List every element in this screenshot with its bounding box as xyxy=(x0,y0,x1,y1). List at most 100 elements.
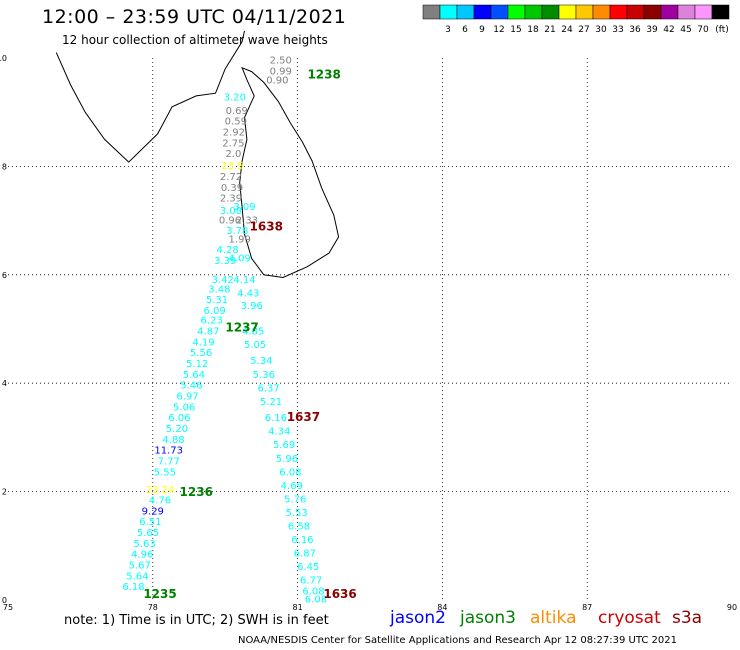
legend-jason3: jason3 xyxy=(460,608,516,628)
wave-height-label: 6.77 xyxy=(300,576,322,587)
wave-height-label: 5.67 xyxy=(129,561,151,572)
scale-label: 3 xyxy=(445,25,451,35)
wave-height-label: 3.48 xyxy=(208,285,230,296)
scale-label: 21 xyxy=(544,25,555,35)
wave-height-label: 6.58 xyxy=(288,522,310,533)
wave-height-label: 2.92 xyxy=(223,128,245,139)
scale-label: 33 xyxy=(612,25,623,35)
scale-label: 27 xyxy=(578,25,589,35)
legend-cryosat: cryosat xyxy=(598,608,661,628)
map-subtitle: 12 hour collection of altimeter wave hei… xyxy=(62,33,328,47)
y-tick-label: 4 xyxy=(2,379,7,388)
y-tick-label: 6 xyxy=(2,271,7,280)
wave-height-label: 6.87 xyxy=(294,549,316,560)
wave-height-label: 3.08 xyxy=(220,206,242,217)
wave-height-label: 6.45 xyxy=(297,562,319,573)
wave-height-label: 6.08 xyxy=(305,595,327,606)
wave-height-label: 5.76 xyxy=(284,494,306,505)
wave-height-label: 3.42 xyxy=(212,275,234,286)
wave-height-label: 6.08 xyxy=(279,467,301,478)
pass-time-label: 1636 xyxy=(323,587,356,601)
scale-label: 36 xyxy=(629,25,641,35)
wave-height-label: 6.18 xyxy=(122,582,144,593)
wave-height-label: 2.0 xyxy=(225,149,241,160)
wave-height-label: 5.06 xyxy=(173,402,195,413)
wave-height-label: 23.24 xyxy=(146,485,175,496)
color-scale: 3 6 9 12 15 18 21 24 27 30 33 36 39 42 45 70 (ft) xyxy=(422,4,730,35)
legend-jason2: jason2 xyxy=(390,608,446,628)
scale-label: 6 xyxy=(462,25,468,35)
wave-height-label: 6.23 xyxy=(201,316,223,327)
wave-height-label: 5.31 xyxy=(206,295,228,306)
wave-height-label: 5.53 xyxy=(286,508,308,519)
scale-label: 45 xyxy=(680,25,691,35)
wave-height-label: 6.51 xyxy=(139,517,161,528)
wave-height-label: 4.85 xyxy=(242,326,264,337)
scale-label: 42 xyxy=(663,25,674,35)
x-tick-label: 78 xyxy=(148,603,158,610)
wave-height-label: 2.33 xyxy=(236,215,258,226)
wave-height-label: 0.69 xyxy=(226,106,248,117)
wave-height-label: 5.34 xyxy=(250,356,272,367)
y-tick-label: 8 xyxy=(2,162,7,171)
track-labels: 2.500.990.903.200.690.592.922.752.023.52… xyxy=(122,55,327,605)
wave-height-label: 0.96 xyxy=(219,215,241,226)
wave-height-label: 4.43 xyxy=(237,288,259,299)
wave-height-label: 5.12 xyxy=(186,359,208,370)
wave-height-label: 6.08 xyxy=(302,587,324,598)
wave-height-label: 5.46 xyxy=(180,381,202,392)
y-tick-label: 10 xyxy=(0,54,7,63)
wave-height-label: 4.69 xyxy=(281,481,303,492)
scale-label: 9 xyxy=(479,25,485,35)
wave-height-label: 6.16 xyxy=(291,535,313,546)
wave-height-label: 0.99 xyxy=(270,66,292,77)
pass-time-label: 1238 xyxy=(307,68,340,82)
wave-height-label: 5.64 xyxy=(183,370,205,381)
wave-height-label: 11.73 xyxy=(154,446,183,457)
pass-time-label: 1638 xyxy=(250,219,283,233)
wave-height-label: 4.76 xyxy=(149,496,171,507)
wave-height-label: 23.5 xyxy=(221,161,243,172)
scale-label: 70 xyxy=(697,25,709,35)
scale-label: 24 xyxy=(561,25,573,35)
x-tick-label: 75 xyxy=(3,603,13,610)
pass-time-label: 1637 xyxy=(287,410,320,424)
scale-unit: (ft) xyxy=(715,25,729,35)
scale-label: 18 xyxy=(527,25,539,35)
wave-height-label: 4.09 xyxy=(229,253,251,264)
wave-height-label: 5.96 xyxy=(276,454,298,465)
wave-height-label: 4.19 xyxy=(192,337,214,348)
wave-height-label: 4.88 xyxy=(162,435,184,446)
wave-height-label: 5.05 xyxy=(244,340,266,351)
wave-height-label: 6.09 xyxy=(203,306,225,317)
pass-time-label: 1236 xyxy=(180,485,213,499)
wave-height-label: 5.65 xyxy=(137,528,159,539)
legend-altika: altika xyxy=(530,608,577,628)
wave-height-label: 2.72 xyxy=(220,172,242,183)
wave-height-label: 5.63 xyxy=(133,539,155,550)
scale-label: 12 xyxy=(493,25,504,35)
scale-label: 15 xyxy=(510,25,521,35)
wave-height-label: 0.59 xyxy=(225,117,247,128)
scale-label: 30 xyxy=(595,25,607,35)
sri-lanka-coastline xyxy=(239,66,340,279)
wave-height-label: 6.06 xyxy=(168,413,190,424)
wave-height-label: 4.28 xyxy=(216,245,238,256)
pass-time-label: 1235 xyxy=(143,587,176,601)
x-tick-label: 81 xyxy=(293,603,303,610)
wave-height-label: 5.69 xyxy=(273,440,295,451)
wave-height-label: 4.96 xyxy=(131,550,153,561)
wave-height-label: 2.50 xyxy=(270,55,292,66)
wave-height-label: 0.90 xyxy=(266,75,288,86)
wave-height-label: 3.09 xyxy=(233,202,255,213)
wave-height-label: 6.97 xyxy=(176,391,198,402)
scale-swatch xyxy=(711,4,730,20)
y-tick-label: 2 xyxy=(2,488,7,497)
wave-height-label: 9.29 xyxy=(142,506,164,517)
map-title: 12:00 – 23:59 UTC 04/11/2021 xyxy=(42,6,347,28)
wave-height-map: 75788184879002468102.500.990.903.200.690… xyxy=(0,30,737,610)
wave-height-label: 3.96 xyxy=(241,301,263,312)
wave-height-label: 3.78 xyxy=(226,226,248,237)
wave-height-label: 7.77 xyxy=(158,457,180,468)
wave-height-label: 3.20 xyxy=(224,92,246,103)
